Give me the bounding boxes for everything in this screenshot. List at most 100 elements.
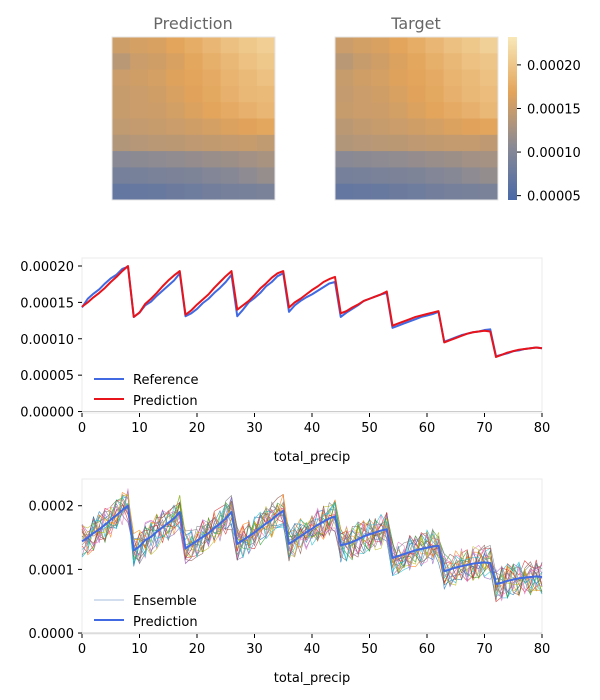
heatmap-cell [130, 151, 149, 168]
heatmap-cell [335, 134, 354, 152]
heatmap-cell [256, 183, 276, 201]
plot1-legend: Reference Prediction [94, 373, 198, 409]
plot1-lines [81, 265, 543, 358]
heatmap-cell [256, 85, 276, 103]
x-tick-label: 70 [476, 642, 493, 657]
heatmap-cell [425, 118, 445, 136]
heatmap-cell [407, 167, 426, 185]
heatmap-cell [166, 118, 185, 136]
heatmap-cell [353, 167, 372, 185]
heatmap-cell [112, 69, 131, 87]
heatmap-cell [238, 134, 258, 152]
heatmap-cell [443, 118, 463, 136]
x-tick-label: 80 [534, 421, 551, 436]
heatmap-cell [353, 183, 372, 201]
heatmap-cell [425, 151, 445, 168]
heatmap-cell [389, 151, 408, 168]
heatmap-cell [443, 167, 463, 185]
heatmap-cell [407, 37, 426, 54]
legend-label-ensemble: Ensemble [133, 594, 197, 609]
plot1-frame [81, 257, 543, 414]
heatmap-cell [407, 85, 426, 103]
heatmap-cell [371, 102, 390, 119]
plot2-ensemble-lines [81, 488, 543, 603]
heatmap-cell [220, 53, 240, 70]
series-line-prediction [81, 504, 543, 586]
heatmap-cell [130, 37, 149, 54]
heatmap-cell [335, 37, 354, 54]
heatmap-cell [335, 69, 354, 87]
colorbar-ticks: 0.00005 0.00010 0.00015 0.00020 [517, 59, 581, 205]
x-tick-label: 30 [246, 642, 263, 657]
heatmap-cell [443, 134, 463, 152]
heatmap-cell [407, 151, 426, 168]
plot1-axes: 0 10 20 30 40 50 60 70 80 0.00000 0.00005 0.00010 0.… [20, 260, 550, 436]
heatmap-cell [148, 37, 167, 54]
heatmap-cell [202, 85, 222, 103]
plot2-legend: Ensemble Prediction [94, 594, 198, 630]
heatmap-cell [461, 53, 481, 70]
heatmap-cell [371, 69, 390, 87]
heatmap-cell [238, 183, 258, 201]
heatmap-cell [425, 53, 445, 70]
ensemble-member-line [81, 501, 543, 586]
heatmap-cell [112, 53, 131, 70]
heatmap-cell [112, 118, 131, 136]
x-tick-label: 80 [534, 642, 551, 657]
heatmap-cell [256, 134, 276, 152]
heatmap-cell [479, 69, 499, 87]
heatmap-cell [461, 102, 481, 119]
y-tick-label: 0.0000 [29, 627, 75, 642]
heatmap-cell [112, 37, 131, 54]
y-tick-label: 0.0001 [29, 563, 75, 578]
plot1-xlabel: total_precip [274, 450, 351, 465]
y-tick-label: 0.00020 [20, 260, 74, 275]
heatmap-cell [184, 167, 203, 185]
heatmap-prediction-frame [111, 36, 276, 201]
heatmap-cell [238, 37, 258, 54]
heatmap-cell [389, 37, 408, 54]
heatmap-cell [371, 118, 390, 136]
line-chart-ensemble: 0 10 20 30 40 50 60 70 80 0.0000 0.0001 0.0002 tota… [29, 478, 551, 686]
heatmap-cell [202, 151, 222, 168]
heatmap-cell [335, 53, 354, 70]
heatmap-cell [238, 69, 258, 87]
x-tick-label: 20 [189, 642, 206, 657]
plot2-lines [81, 504, 543, 586]
x-tick-label: 40 [304, 421, 321, 436]
heatmap-cell [389, 85, 408, 103]
heatmap-cell [353, 102, 372, 119]
x-tick-label: 10 [131, 642, 148, 657]
y-tick-label: 0.00005 [20, 369, 74, 384]
heatmap-cell [256, 69, 276, 87]
heatmap-cell [256, 102, 276, 119]
x-tick-label: 0 [78, 421, 86, 436]
x-tick-label: 10 [131, 421, 148, 436]
heatmap-cell [335, 85, 354, 103]
ensemble-member-line [81, 490, 543, 599]
heatmap-cell [220, 118, 240, 136]
heatmap-cell [220, 37, 240, 54]
heatmap-cell [425, 167, 445, 185]
ensemble-member-line [81, 495, 543, 598]
heatmap-cell [389, 183, 408, 201]
heatmap-cell [148, 134, 167, 152]
legend-label-prediction-2: Prediction [133, 615, 198, 630]
heatmap-cell [479, 102, 499, 119]
heatmap-cell [461, 183, 481, 201]
heatmap-cell [112, 102, 131, 119]
heatmap-cell [238, 85, 258, 103]
x-tick-label: 60 [419, 421, 436, 436]
colorbar-gradient [508, 37, 517, 200]
heatmap-cell [166, 167, 185, 185]
heatmap-cell [130, 134, 149, 152]
y-tick-label: 0.0002 [29, 500, 75, 515]
heatmap-target: Target [334, 14, 499, 201]
colorbar-tick-label: 0.00020 [527, 59, 581, 74]
heatmap-cell [461, 151, 481, 168]
colorbar-tick-label: 0.00015 [527, 102, 581, 117]
heatmap-cell [353, 85, 372, 103]
heatmap-cell [202, 37, 222, 54]
heatmap-target-cells [335, 37, 499, 201]
